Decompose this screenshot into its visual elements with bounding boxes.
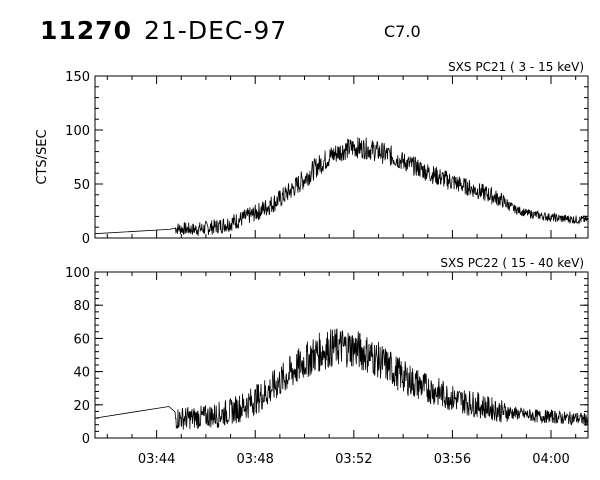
y-tick-label: 20 [73, 399, 90, 414]
y-tick-label: 60 [73, 332, 90, 347]
y-tick-label: 0 [82, 432, 90, 447]
y-tick-label: 0 [82, 232, 90, 247]
y-axis-label: CTS/SEC [35, 129, 50, 184]
y-tick-label: 100 [65, 124, 90, 139]
y-tick-label: 50 [73, 178, 90, 193]
flare-class: C7.0 [384, 22, 421, 41]
series-line-1 [94, 328, 588, 430]
plot-frame [94, 75, 589, 239]
y-tick-label: 80 [73, 299, 90, 314]
x-tick-label: 03:56 [434, 452, 471, 467]
chart-panel-1: SXS PC21 ( 3 - 15 keV) 0 50 100 150 CTS/SEC [35, 60, 589, 247]
panel-title: SXS PC22 ( 15 - 40 keV) [440, 256, 584, 270]
series-line-1 [94, 137, 588, 237]
x-tick-label: 04:00 [532, 452, 569, 467]
y-tick-label: 150 [65, 70, 90, 85]
plot-frame [94, 271, 589, 439]
y-tick-label: 40 [73, 366, 90, 381]
y-tick-label: 100 [65, 266, 90, 281]
x-tick-label: 03:44 [138, 452, 175, 467]
event-date: 21-DEC-97 [144, 16, 288, 45]
chart-panel-2: SXS PC22 ( 15 - 40 keV) 0 20 40 60 80 100 03:44… [65, 256, 589, 467]
x-tick-label: 03:48 [236, 452, 273, 467]
x-tick-label: 03:52 [335, 452, 372, 467]
panel-title: SXS PC21 ( 3 - 15 keV) [448, 60, 584, 74]
event-id: 11270 [40, 16, 132, 45]
